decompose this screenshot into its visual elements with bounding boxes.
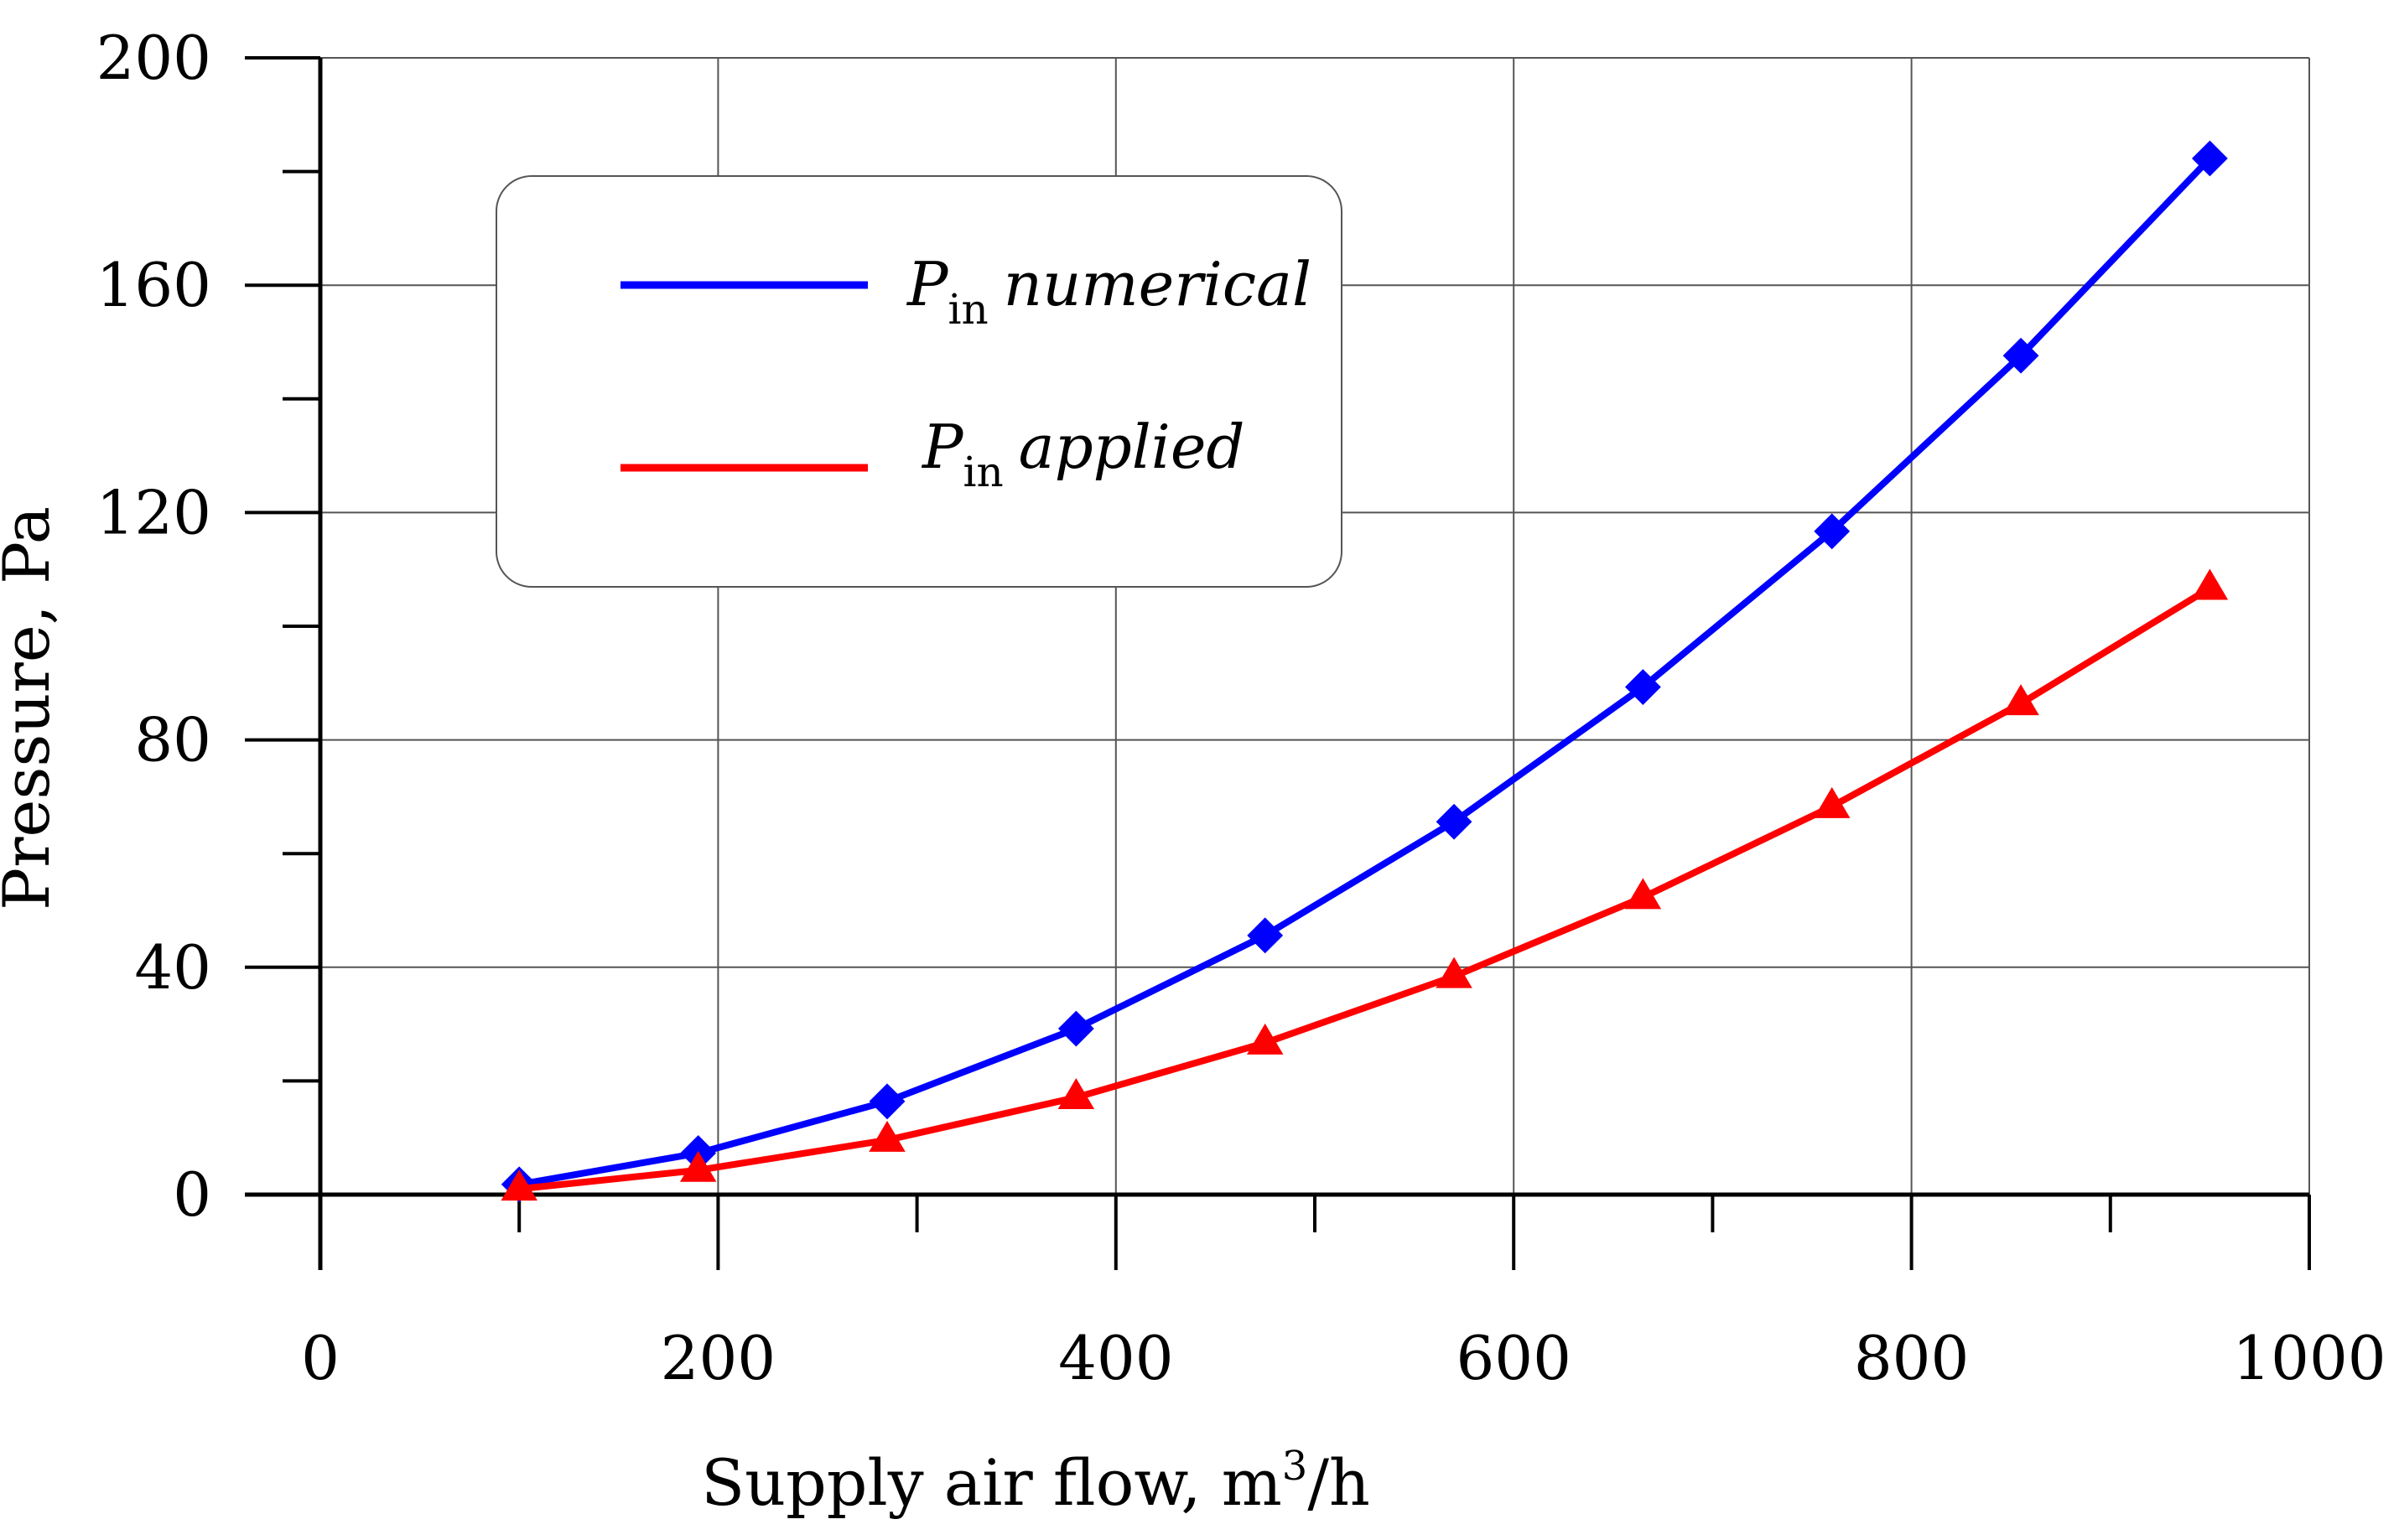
legend-applied-symbol: P (921, 412, 964, 482)
legend-applied-subscript: in (963, 448, 1003, 496)
data-point-applied (2191, 568, 2229, 600)
data-point-applied (2002, 684, 2039, 716)
series (501, 140, 2229, 1203)
x-tick-label: 800 (1854, 1323, 1969, 1393)
y-tick-label: 160 (96, 250, 211, 320)
y-tick-label: 40 (134, 932, 211, 1003)
tick-labels: 0 40 80 120 160 200 0 200 400 600 800 1000 (96, 23, 2386, 1393)
legend-numerical-symbol: P (906, 249, 949, 319)
x-tick-label: 200 (661, 1323, 776, 1393)
data-point-numerical (1436, 803, 1472, 840)
data-point-numerical (2002, 337, 2039, 374)
x-axis-title: Supply air flow, m3/h (701, 1443, 1370, 1520)
data-point-applied (1246, 1023, 1284, 1055)
x-tick-label: 400 (1058, 1323, 1173, 1393)
data-point-applied (1624, 878, 1662, 910)
series-applied (501, 568, 2229, 1201)
data-point-applied (1057, 1078, 1095, 1109)
data-point-applied (679, 1150, 717, 1182)
x-tick-label: 0 (301, 1323, 340, 1393)
legend-label-numerical: Pin numerical (906, 249, 1311, 334)
data-point-numerical (1814, 513, 1851, 550)
series-line-numerical (518, 156, 2213, 1188)
y-tick-label: 80 (134, 705, 211, 775)
data-point-numerical (1057, 1010, 1094, 1047)
legend: Pin numerical Pin applied (496, 175, 1342, 588)
legend-applied-suffix: applied (1019, 412, 1245, 482)
x-axis-title-main: Supply air flow, m (701, 1445, 1282, 1520)
x-tick-label: 1000 (2232, 1323, 2386, 1393)
x-tick-label: 600 (1456, 1323, 1571, 1393)
y-tick-label: 200 (96, 23, 211, 93)
axes (245, 56, 2311, 1270)
legend-box (496, 175, 1342, 588)
data-point-numerical (2191, 140, 2228, 177)
data-point-numerical (1247, 917, 1284, 954)
data-point-applied (1813, 786, 1851, 818)
legend-numerical-subscript: in (948, 285, 988, 334)
legend-numerical-suffix: numerical (1004, 249, 1311, 319)
y-axis-title: Pressure, Pa (0, 506, 64, 910)
y-tick-label: 120 (96, 477, 211, 547)
x-axis-title-superscript: 3 (1282, 1443, 1308, 1490)
data-point-applied (869, 1120, 906, 1152)
data-point-applied (501, 1169, 537, 1201)
x-axis-title-suffix: /h (1307, 1445, 1370, 1520)
data-point-numerical (1624, 669, 1661, 705)
data-point-applied (1436, 957, 1472, 988)
legend-label-applied: Pin applied (921, 412, 1245, 496)
series-line-applied (518, 585, 2212, 1193)
y-tick-label: 0 (173, 1159, 211, 1230)
data-point-numerical (869, 1083, 906, 1120)
